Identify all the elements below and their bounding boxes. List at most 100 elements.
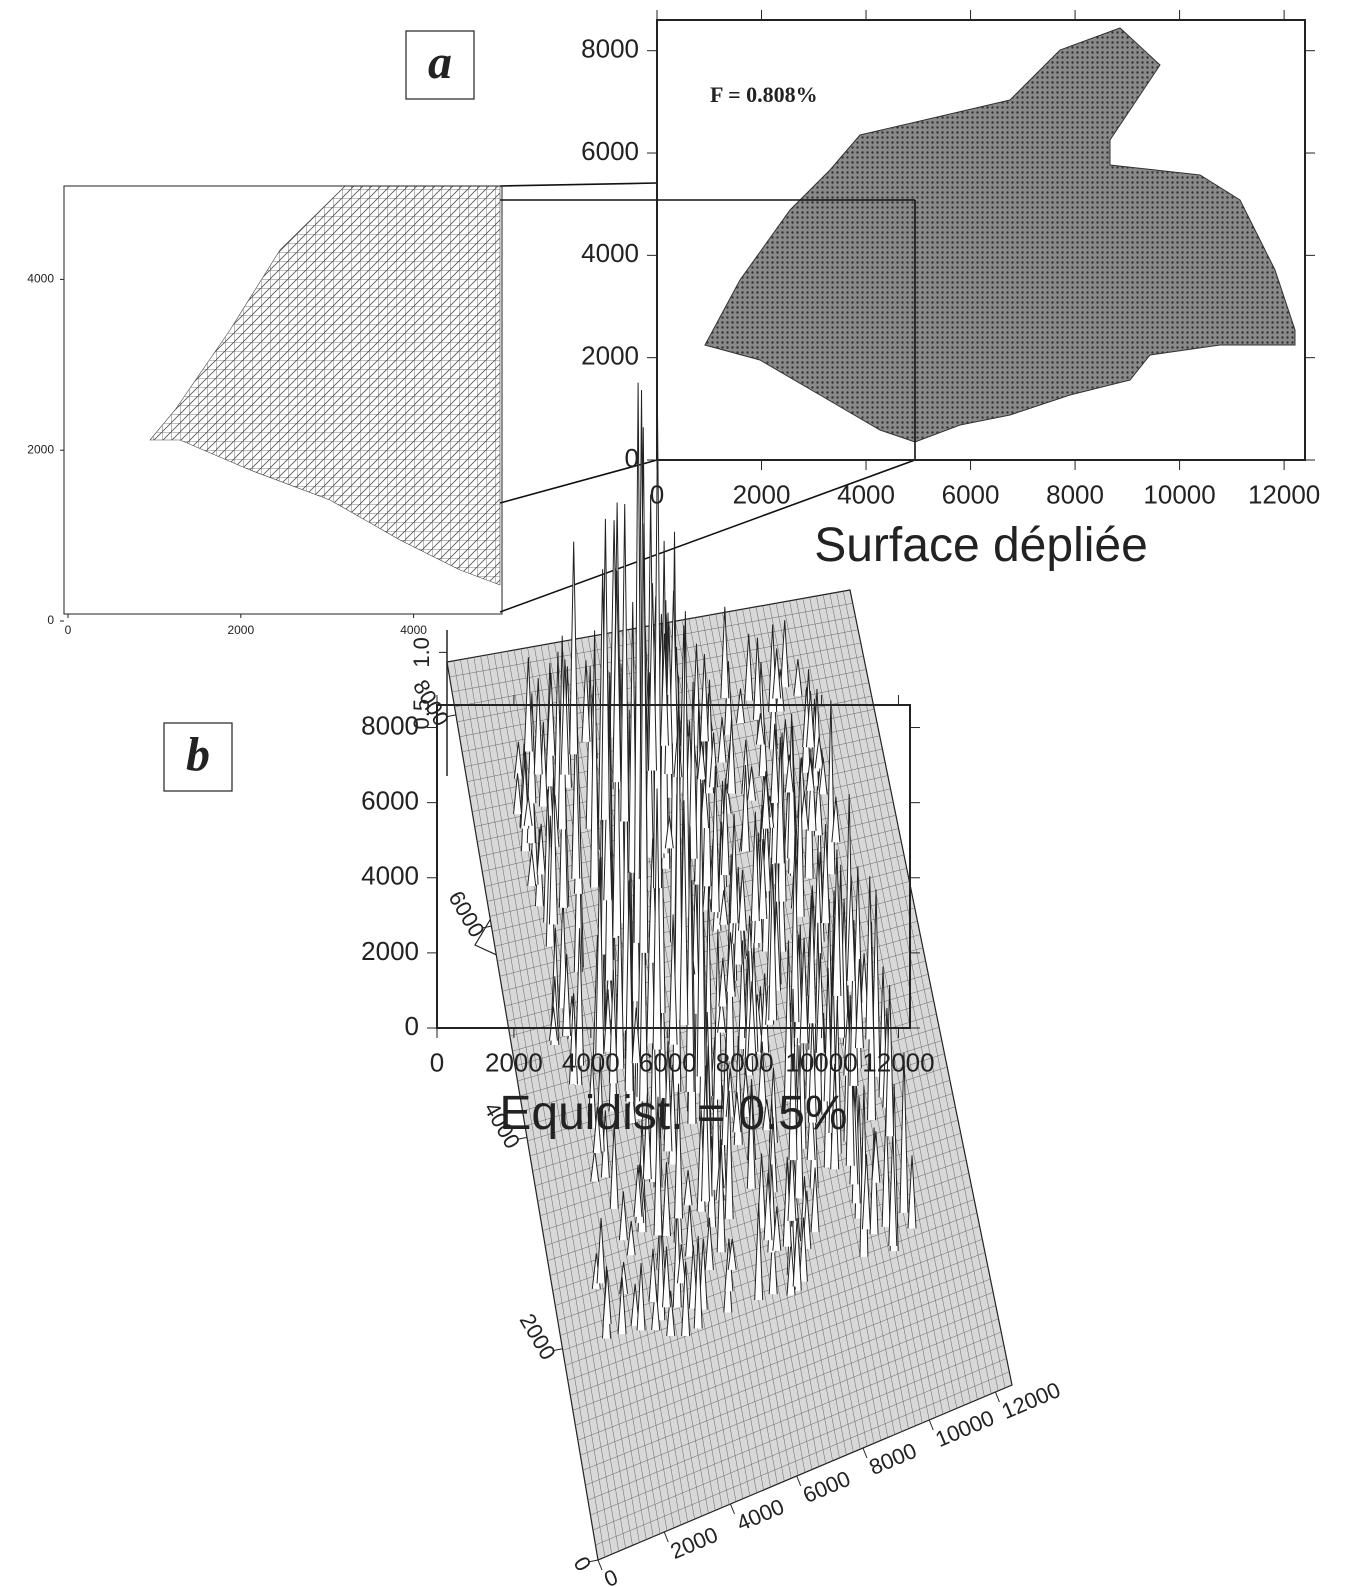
x-tick-label: 4000: [400, 623, 427, 637]
peak: [710, 765, 720, 913]
peak: [784, 754, 794, 793]
peak: [653, 1096, 663, 1236]
peak: [679, 800, 689, 1026]
y-tick-label: 4000: [27, 272, 54, 286]
peak: [747, 766, 757, 801]
peak: [527, 849, 537, 887]
plot-frame: [656, 19, 1306, 461]
peak: [536, 823, 546, 875]
peak: [663, 1041, 673, 1152]
peak: [620, 504, 630, 822]
peak: [727, 1238, 737, 1270]
peak: [683, 1170, 693, 1206]
peak: [639, 523, 649, 953]
peak: [633, 1164, 643, 1217]
plot-frame: [63, 185, 503, 615]
peak: [513, 741, 523, 779]
y-tick-label: 6000: [444, 887, 490, 942]
y-tick: [587, 1559, 599, 1563]
peak: [750, 811, 760, 922]
peak: [758, 839, 768, 920]
peak: [772, 1206, 782, 1251]
peak: [717, 717, 727, 763]
peak: [761, 771, 771, 829]
y-tick-label: 4000: [361, 861, 419, 891]
unfolded-surface: [704, 27, 1296, 443]
floor-line: [822, 594, 985, 1397]
peak: [538, 721, 548, 807]
y-tick-label: 4000: [581, 238, 639, 268]
x-tick-label: 2000: [485, 1047, 543, 1077]
peak: [676, 1244, 686, 1284]
peak: [725, 1068, 735, 1117]
y-tick-label: 0: [47, 613, 54, 627]
x-tick-label: 0: [65, 623, 72, 637]
z-tick-label: 1.0: [409, 637, 434, 668]
peak: [747, 981, 757, 1057]
x-tick: [862, 1447, 868, 1459]
y-tick-label: 0: [625, 443, 639, 473]
x-tick-label: 0: [650, 479, 664, 509]
surface-peaks: [513, 382, 917, 1339]
peak: [807, 757, 817, 831]
peak: [738, 940, 748, 1050]
peak: [810, 1167, 820, 1233]
peak: [642, 1093, 652, 1180]
peak: [780, 620, 790, 688]
peak: [885, 984, 895, 1137]
peak: [596, 1218, 606, 1284]
peak: [763, 1172, 773, 1241]
peak: [718, 957, 728, 1007]
peak: [600, 518, 610, 820]
x-tick-label: 10000: [1143, 479, 1215, 509]
peak: [603, 989, 613, 1052]
peak: [592, 1106, 602, 1154]
mesh-region: [149, 185, 501, 586]
y-tick-label: 2000: [27, 442, 54, 456]
peak: [560, 659, 570, 775]
peak: [746, 1084, 756, 1189]
peak: [562, 954, 572, 1036]
peak: [744, 633, 754, 701]
x-tick-label: 2000: [733, 479, 791, 509]
plot-frame: [436, 704, 911, 1029]
peak: [701, 1065, 711, 1202]
peak: [798, 1217, 808, 1282]
x-tick-label: 6000: [942, 479, 1000, 509]
peak: [760, 973, 770, 1053]
y-tick: [481, 925, 492, 929]
peak: [732, 1092, 742, 1133]
peak: [699, 654, 709, 742]
peak: [757, 1153, 767, 1229]
peak: [720, 606, 730, 699]
peak: [581, 660, 591, 742]
floor-line: [816, 595, 978, 1400]
annotation: F = 0.808%: [710, 82, 818, 107]
y-tick-label: 0: [405, 1011, 419, 1041]
peak: [814, 736, 824, 769]
y-tick-label: 2000: [581, 341, 639, 371]
peak: [854, 959, 864, 1049]
peak: [805, 757, 815, 791]
peak: [818, 757, 828, 795]
x-tick: [597, 1559, 603, 1571]
y-tick-label: 6000: [361, 786, 419, 816]
peak: [805, 691, 815, 748]
peak: [668, 914, 678, 1045]
peak: [693, 1235, 703, 1329]
panel-label: a: [428, 36, 452, 89]
peak: [661, 1246, 671, 1308]
peak: [861, 1154, 871, 1230]
peak: [720, 778, 730, 875]
x-tick-label: 6000: [639, 1047, 697, 1077]
peak: [719, 890, 729, 925]
peak: [681, 1261, 691, 1337]
peak: [636, 1263, 646, 1331]
peak: [674, 1083, 684, 1219]
peak: [548, 1006, 558, 1041]
x-tick: [928, 1419, 934, 1431]
peak: [788, 988, 798, 1161]
peak: [846, 875, 856, 982]
peak: [513, 773, 523, 815]
